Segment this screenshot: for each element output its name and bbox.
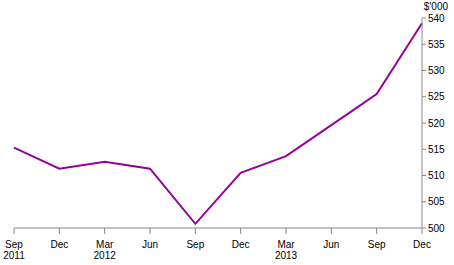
svg-text:515: 515	[428, 144, 445, 155]
svg-text:505: 505	[428, 196, 445, 207]
svg-text:Dec: Dec	[50, 239, 68, 250]
svg-text:Sep2011: Sep2011	[8, 239, 25, 261]
svg-text:535: 535	[428, 39, 445, 50]
svg-text:Dec: Dec	[413, 239, 431, 250]
svg-text:Dec: Dec	[232, 239, 250, 250]
svg-text:Sep: Sep	[186, 239, 204, 250]
svg-text:525: 525	[428, 91, 445, 102]
svg-text:Mar2012: Mar2012	[94, 239, 117, 261]
svg-text:Sep: Sep	[368, 239, 386, 250]
svg-text:530: 530	[428, 65, 445, 76]
svg-text:Mar2013: Mar2013	[275, 239, 298, 261]
svg-text:540: 540	[428, 13, 445, 24]
svg-text:Jun: Jun	[323, 239, 339, 250]
svg-text:500: 500	[428, 223, 445, 234]
svg-text:510: 510	[428, 170, 445, 181]
html-text:$'000: $'000	[423, 1, 448, 12]
svg-text:Jun: Jun	[142, 239, 158, 250]
svg-text:520: 520	[428, 118, 445, 129]
